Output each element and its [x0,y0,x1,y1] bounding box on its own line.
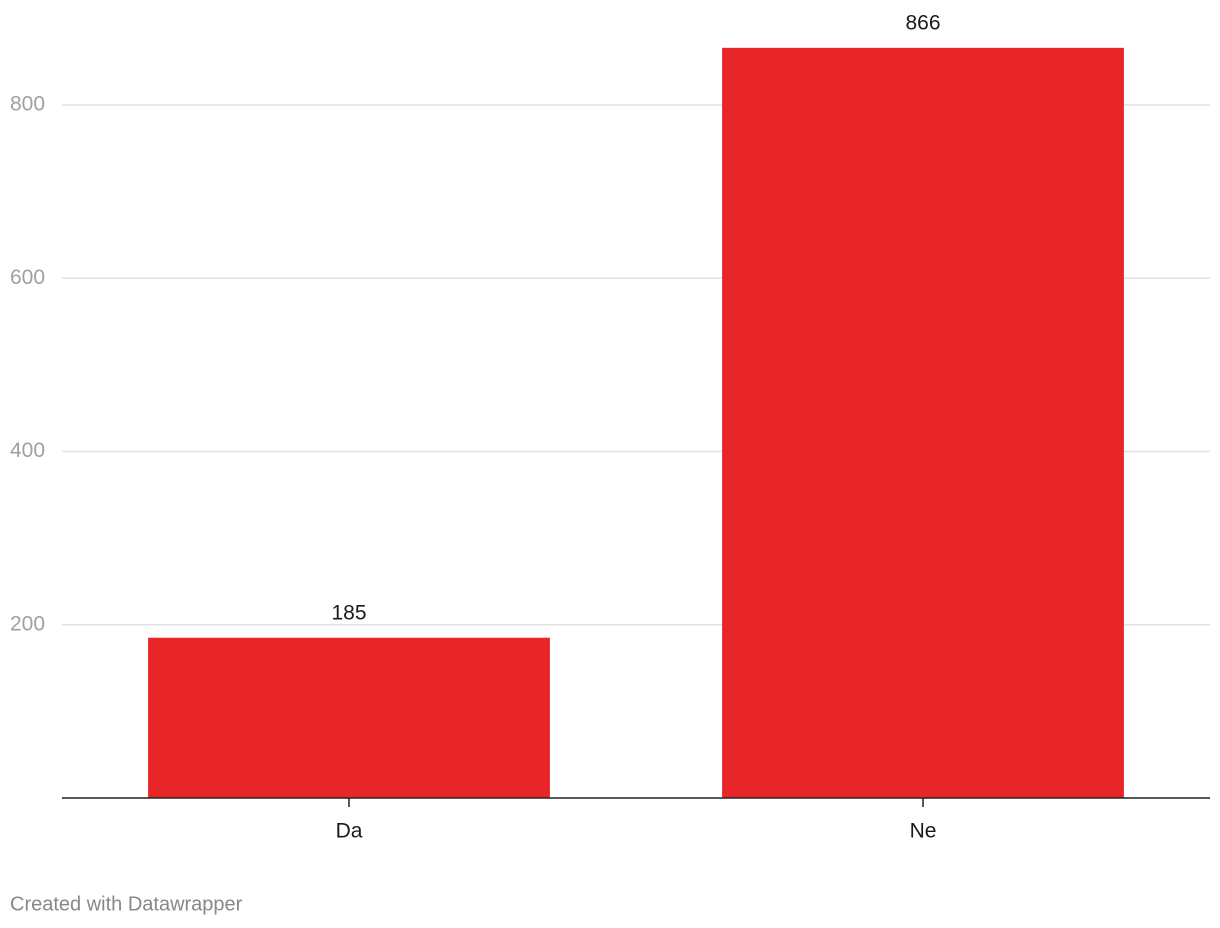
y-tick-label: 200 [10,612,45,635]
y-tick-label: 600 [10,266,45,289]
bar [148,637,550,798]
bar [722,47,1124,798]
value-label: 185 [331,601,366,624]
credit: Created with Datawrapper [10,893,243,915]
value-label: 866 [905,11,940,34]
x-tick-label: Da [336,820,363,843]
y-tick-label: 400 [10,439,45,462]
y-tick-label: 800 [10,93,45,116]
x-tick-label: Ne [910,820,937,843]
